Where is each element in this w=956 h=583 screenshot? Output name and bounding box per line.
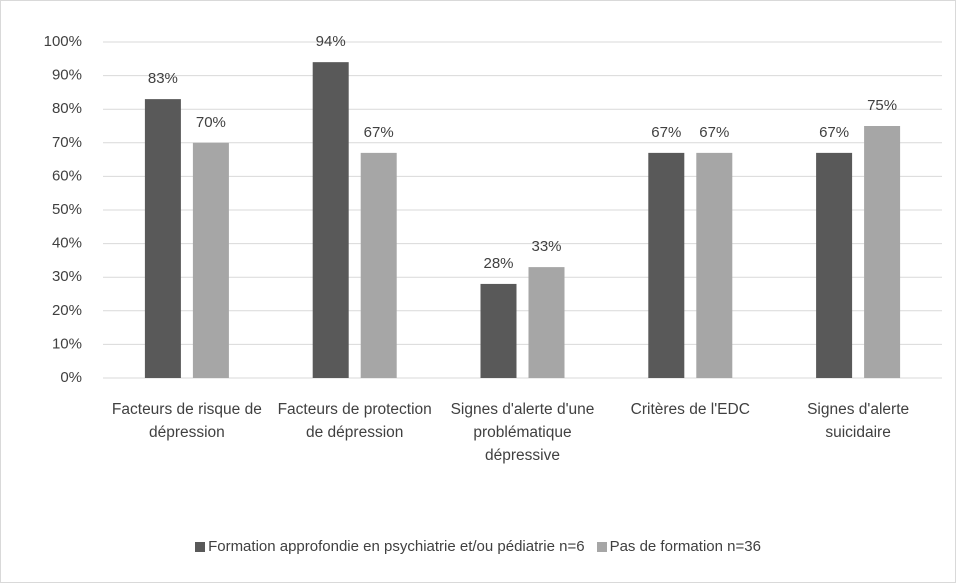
value-label: 67% <box>819 124 849 141</box>
legend: Formation approfondie en psychiatrie et/… <box>0 538 956 556</box>
bar <box>144 99 181 379</box>
y-tick-label: 50% <box>52 201 82 218</box>
legend-label: Formation approfondie en psychiatrie et/… <box>208 538 585 555</box>
legend-item: Pas de formation n=36 <box>596 538 761 555</box>
y-tick-label: 10% <box>52 335 82 352</box>
bar <box>648 152 685 378</box>
x-tick-label: Facteurs de protection de dépression <box>277 401 432 441</box>
legend-label: Pas de formation n=36 <box>609 538 761 555</box>
value-label: 67% <box>364 124 394 141</box>
y-tick-label: 100% <box>44 33 82 50</box>
y-tick-label: 30% <box>52 268 82 285</box>
x-tick-label: Facteurs de risque de dépression <box>111 401 262 441</box>
y-tick-label: 40% <box>52 235 82 252</box>
legend-swatch <box>195 541 206 552</box>
value-label: 70% <box>196 114 226 131</box>
bar <box>312 62 349 378</box>
legend-item: Formation approfondie en psychiatrie et/… <box>195 538 585 555</box>
value-label: 94% <box>316 33 346 50</box>
y-tick-label: 60% <box>52 167 82 184</box>
y-tick-label: 20% <box>52 302 82 319</box>
y-tick-label: 0% <box>60 369 82 386</box>
value-label: 83% <box>148 70 178 87</box>
bar <box>192 142 229 378</box>
bar <box>696 152 733 378</box>
value-label: 75% <box>867 97 897 114</box>
value-label: 33% <box>531 238 561 255</box>
legend-swatch <box>596 541 607 552</box>
bar <box>360 152 397 378</box>
y-tick-label: 80% <box>52 100 82 117</box>
value-label: 67% <box>651 124 681 141</box>
value-label: 67% <box>699 124 729 141</box>
bar <box>864 126 901 378</box>
x-tick-label: Signes d'alerte d'une problématique dépr… <box>450 401 595 464</box>
y-tick-label: 70% <box>52 134 82 151</box>
y-tick-label: 90% <box>52 67 82 84</box>
value-label: 28% <box>483 255 513 272</box>
bar <box>816 152 853 378</box>
bar <box>528 267 565 378</box>
x-tick-label: Critères de l'EDC <box>630 401 750 418</box>
x-tick-label: Signes d'alerte suicidaire <box>807 401 910 441</box>
bar <box>480 283 517 378</box>
